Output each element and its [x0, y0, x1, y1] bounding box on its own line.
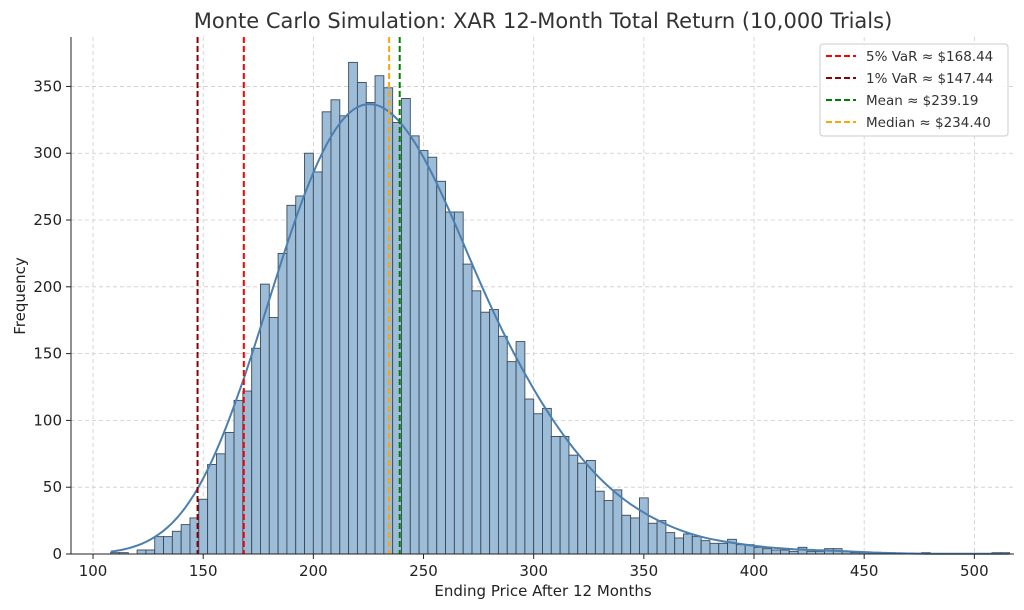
histogram-bar	[674, 537, 684, 555]
x-tick-label: 150	[189, 562, 218, 580]
histogram-bar	[268, 317, 279, 555]
histogram-bar	[224, 431, 235, 555]
histogram-bar	[330, 99, 341, 555]
histogram-bar	[321, 111, 332, 555]
x-tick-label: 450	[850, 562, 879, 580]
histogram-bar	[691, 536, 702, 555]
histogram-bar	[277, 252, 288, 555]
histogram-bar	[418, 150, 429, 555]
x-tick-label: 400	[740, 562, 769, 580]
histogram-bar	[251, 347, 261, 555]
histogram-bar	[709, 542, 720, 555]
histogram-bar	[180, 524, 191, 555]
x-tick-label: 300	[519, 562, 548, 580]
histogram-bar	[312, 171, 323, 555]
histogram-bar	[771, 549, 781, 555]
histogram-bar	[365, 102, 376, 555]
histogram-bar	[506, 361, 517, 555]
histogram-bar	[735, 544, 746, 555]
x-tick-label: 350	[630, 562, 659, 580]
legend-label: 1% VaR ≈ $147.44	[866, 71, 993, 87]
histogram-bar	[374, 75, 385, 555]
histogram-bar	[683, 533, 693, 555]
histogram-bar	[586, 460, 596, 555]
histogram-bar	[515, 341, 526, 555]
y-tick-label: 250	[33, 211, 62, 229]
x-tick-label: 500	[960, 562, 989, 580]
histogram-bar	[577, 462, 588, 555]
histogram-bar	[489, 309, 499, 555]
histogram-bar	[612, 489, 623, 555]
histogram-bar	[171, 530, 182, 555]
histogram-bar	[215, 453, 226, 555]
y-tick-label: 150	[33, 345, 62, 363]
histogram-bar	[304, 152, 314, 555]
histogram-bar	[339, 115, 350, 555]
histogram-bar	[550, 435, 561, 555]
histogram-bar	[480, 311, 491, 555]
x-tick-label: 100	[79, 562, 108, 580]
histogram-bar	[780, 549, 790, 555]
histogram-bar	[753, 546, 764, 555]
histogram-bar	[594, 490, 605, 555]
histogram-bar	[453, 211, 464, 555]
histogram-bar	[762, 548, 773, 555]
y-tick-label: 200	[33, 278, 62, 296]
histogram-bar	[401, 98, 411, 555]
legend-label: Mean ≈ $239.19	[866, 93, 979, 109]
x-axis-label: Ending Price After 12 Months	[434, 582, 651, 600]
histogram-bar	[647, 522, 658, 555]
legend-label: Median ≈ $234.40	[866, 115, 991, 131]
histogram-bar	[638, 497, 649, 555]
histogram-bar	[656, 520, 667, 555]
y-tick-label: 50	[43, 478, 62, 496]
histogram-bar	[154, 536, 164, 555]
chart-title: Monte Carlo Simulation: XAR 12-Month Tot…	[194, 9, 893, 33]
histogram-bar	[233, 399, 244, 555]
histogram-bar	[198, 498, 209, 555]
histogram-bar	[524, 398, 535, 555]
histogram-bar	[286, 204, 297, 555]
histogram-bar	[542, 407, 552, 555]
histogram-bar	[718, 542, 729, 555]
y-tick-label: 100	[33, 411, 62, 429]
histogram-bar	[621, 514, 632, 555]
histogram-bar	[497, 335, 508, 555]
y-tick-label: 0	[52, 545, 62, 563]
histogram-bar	[559, 435, 570, 555]
x-tick-label: 200	[299, 562, 328, 580]
histogram-bar	[409, 135, 420, 555]
y-tick-label: 300	[33, 144, 62, 162]
histogram-bar	[700, 540, 711, 555]
histogram-bar	[427, 156, 438, 555]
y-axis-label: Frequency	[11, 257, 29, 335]
histogram-bar	[163, 536, 173, 555]
histogram-bar	[462, 263, 473, 555]
legend: 5% VaR ≈ $168.44 1% VaR ≈ $147.44 Mean ≈ $…	[819, 43, 1009, 137]
histogram-bar	[471, 290, 482, 555]
histogram-bar	[665, 532, 676, 555]
histogram-bar	[136, 549, 147, 555]
histogram-bar	[295, 195, 305, 555]
histogram-bar	[533, 413, 543, 555]
histogram-bar	[445, 211, 455, 555]
histogram-bar	[630, 517, 640, 555]
histogram-bar	[207, 464, 217, 555]
legend-box	[819, 43, 1009, 137]
histogram-bar	[603, 500, 614, 555]
legend-label: 5% VaR ≈ $168.44	[866, 49, 993, 65]
kde-curve	[110, 103, 1010, 555]
histogram-bar	[348, 61, 358, 555]
y-tick-label: 350	[33, 77, 62, 95]
histogram-bar	[145, 549, 156, 555]
x-tick-label: 250	[409, 562, 438, 580]
histogram-bar	[568, 454, 579, 555]
histogram-bar	[356, 81, 367, 555]
histogram-bar	[436, 180, 447, 555]
